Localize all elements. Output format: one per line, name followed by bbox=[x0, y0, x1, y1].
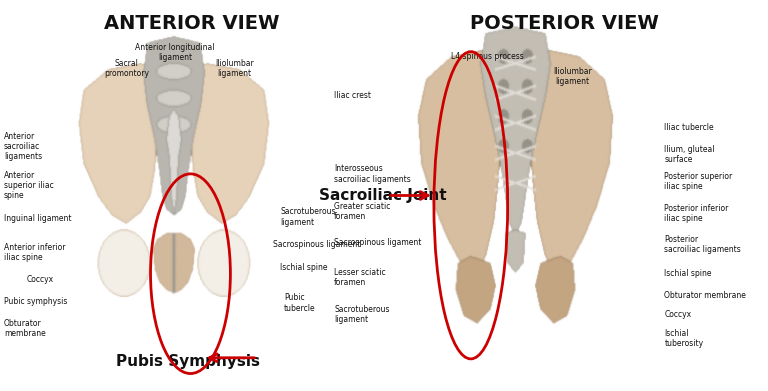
Text: Ischial spine: Ischial spine bbox=[664, 269, 712, 278]
Text: Interosseous
sacroiliac ligaments: Interosseous sacroiliac ligaments bbox=[334, 165, 411, 183]
Text: Greater sciatic
foramen: Greater sciatic foramen bbox=[334, 202, 390, 221]
Text: Sacrospinous ligament: Sacrospinous ligament bbox=[334, 238, 422, 247]
Text: Ischial spine: Ischial spine bbox=[280, 263, 328, 273]
Text: Iliac crest: Iliac crest bbox=[334, 91, 371, 100]
Text: Pubic
tubercle: Pubic tubercle bbox=[284, 294, 316, 312]
Text: Sacrospinous ligament: Sacrospinous ligament bbox=[273, 240, 360, 249]
Text: Anterior
superior iliac
spine: Anterior superior iliac spine bbox=[4, 171, 54, 200]
Text: Iliolumbar
ligament: Iliolumbar ligament bbox=[215, 59, 253, 78]
Text: Ilium, gluteal
surface: Ilium, gluteal surface bbox=[664, 145, 715, 164]
Text: Sacrotuberous
ligament: Sacrotuberous ligament bbox=[334, 305, 389, 324]
Text: Pubis Symphysis: Pubis Symphysis bbox=[116, 355, 260, 369]
Text: Coccyx: Coccyx bbox=[27, 275, 54, 284]
Text: Sacrotuberous
ligament: Sacrotuberous ligament bbox=[280, 208, 336, 226]
Text: Ischial
tuberosity: Ischial tuberosity bbox=[664, 329, 703, 348]
Text: Obturator membrane: Obturator membrane bbox=[664, 291, 746, 300]
Text: Inguinal ligament: Inguinal ligament bbox=[4, 214, 71, 224]
Text: Obturator
membrane: Obturator membrane bbox=[4, 319, 45, 338]
Text: Anterior inferior
iliac spine: Anterior inferior iliac spine bbox=[4, 243, 65, 262]
Text: Posterior superior
iliac spine: Posterior superior iliac spine bbox=[664, 172, 733, 191]
Text: Sacral
promontory: Sacral promontory bbox=[104, 59, 149, 78]
Text: Iliolumbar
ligament: Iliolumbar ligament bbox=[553, 67, 591, 86]
Text: Anterior
sacroiliac
ligaments: Anterior sacroiliac ligaments bbox=[4, 132, 42, 161]
Text: Pubic symphysis: Pubic symphysis bbox=[4, 296, 68, 306]
Text: Posterior
sacroiliac ligaments: Posterior sacroiliac ligaments bbox=[664, 235, 741, 254]
Text: ANTERIOR VIEW: ANTERIOR VIEW bbox=[104, 14, 280, 33]
Text: Sacroiliac Joint: Sacroiliac Joint bbox=[319, 188, 446, 203]
Text: Coccyx: Coccyx bbox=[664, 310, 691, 319]
Text: Lesser sciatic
foramen: Lesser sciatic foramen bbox=[334, 268, 386, 287]
Text: Iliac tubercle: Iliac tubercle bbox=[664, 122, 714, 132]
Text: L4 spinous process: L4 spinous process bbox=[452, 52, 524, 61]
Text: Anterior longitudinal
ligament: Anterior longitudinal ligament bbox=[135, 43, 215, 62]
Text: Posterior inferior
iliac spine: Posterior inferior iliac spine bbox=[664, 204, 729, 222]
Text: POSTERIOR VIEW: POSTERIOR VIEW bbox=[470, 14, 659, 33]
